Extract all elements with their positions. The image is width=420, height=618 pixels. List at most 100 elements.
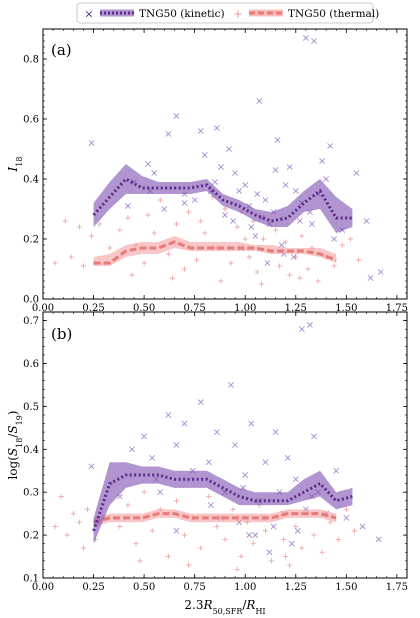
panel-a-thermal-point xyxy=(125,215,131,221)
panel-a-axes: 0.00 0.25 0.50 0.75 1.00 1.25 1.50 1.75 0.0 0.2 0.… xyxy=(23,28,408,314)
panel-b-thermal-point xyxy=(287,562,293,568)
panel-a-xtick-label: 0.50 xyxy=(133,303,155,314)
panel-a-thermal-point xyxy=(260,236,267,242)
panel-b-ylabel: log(S18/S19) xyxy=(6,410,24,479)
panel-b-thermal-point xyxy=(58,493,64,500)
panel-b-thermal-point xyxy=(319,549,325,555)
panel-b-kinetic-point xyxy=(165,412,172,418)
panel-a-thermal-point xyxy=(165,251,171,257)
panel-b-ytick-label: 0.7 xyxy=(23,316,39,327)
panel-a-thermal-point xyxy=(141,260,147,266)
panel-a-ytick-label: 0.0 xyxy=(23,295,39,306)
panel-b-thermal-point xyxy=(80,545,87,551)
panel-b-kinetic-point xyxy=(141,433,148,440)
panel-b-kinetic-point xyxy=(173,442,180,448)
panel-b-ytick-label: 0.1 xyxy=(23,574,39,585)
panel-b-kinetic-point xyxy=(375,536,382,543)
panel-b-kinetic-point xyxy=(298,326,305,333)
panel-b-kinetic-point xyxy=(288,540,295,547)
panel-b-kinetic-point xyxy=(149,454,156,461)
panel-b-thermal-point xyxy=(268,558,275,564)
panel-b-thermal-point xyxy=(70,511,76,517)
panel-a-ytick-label: 0.2 xyxy=(23,235,39,246)
panel-a-thermal-point xyxy=(347,236,353,242)
panel-a-kinetic-point xyxy=(222,212,228,218)
panel-a-kinetic-point xyxy=(309,221,315,227)
panel-a-kinetic-point xyxy=(331,236,338,242)
panel-a-thermal-point xyxy=(186,209,192,215)
panel-a-kinetic-point xyxy=(256,98,263,104)
panel-b-thermal-point xyxy=(299,545,305,551)
panel-a-thermal-point xyxy=(157,197,163,203)
panel-b-ytick-label: 0.6 xyxy=(23,359,39,370)
panel-b-kinetic-point xyxy=(205,459,212,466)
panel-b-xtick-label: 1.00 xyxy=(234,582,256,593)
panel-a-kinetic-point xyxy=(213,125,220,131)
panel-b-thermal-point xyxy=(281,536,287,542)
panel-a-thermal-point xyxy=(52,260,58,266)
panel-b-thermal-point xyxy=(117,523,123,530)
panel-b-thermal-point xyxy=(238,553,244,560)
panel-a-kinetic-point xyxy=(327,143,334,149)
panel-a-kinetic-point xyxy=(201,152,208,158)
panel-a-thermal-point xyxy=(151,230,157,236)
panel-a-thermal-point xyxy=(272,227,279,233)
panel-a-thermal-point xyxy=(129,272,135,278)
panel-b-kinetic-point xyxy=(343,515,350,521)
panel-a-kinetic-point xyxy=(311,38,317,44)
panel-b-thermal-point xyxy=(283,553,289,560)
panel-b-thermal-point xyxy=(222,536,228,542)
panel-a-thermal-point xyxy=(287,272,293,278)
legend-thermal-label: TNG50 (thermal) xyxy=(288,8,379,20)
panel-b-kinetic-band xyxy=(93,462,353,544)
panel-a-kinetic-point xyxy=(242,182,249,188)
panel-b-thermal-median-line xyxy=(93,512,337,524)
panel-a-kinetic-point xyxy=(323,176,330,182)
panel-b-thermal-point xyxy=(230,506,236,512)
panel-a-kinetic-band xyxy=(93,164,353,233)
legend: × TNG50 (kinetic) + TNG50 (thermal) xyxy=(76,2,379,24)
panel-a-kinetic-point xyxy=(236,188,243,194)
panel-a-kinetic-point xyxy=(211,179,218,185)
panel-b-ytick-label: 0.5 xyxy=(23,402,39,413)
panel-b-thermal-point xyxy=(52,523,58,530)
panel-b-kinetic-point xyxy=(181,420,188,427)
panel-a-kinetic-point xyxy=(272,167,279,173)
panel-a-kinetic-point xyxy=(173,113,180,119)
panel-a-thermal-point xyxy=(76,224,82,230)
panel-a-label: (a) xyxy=(51,41,72,59)
panel-b-xtick-label: 1.75 xyxy=(386,582,408,593)
panel-a-kinetic-point xyxy=(367,275,374,281)
panel-a-thermal-point xyxy=(258,281,264,287)
panel-a-kinetic-point xyxy=(145,161,152,167)
panel-b-kinetic-point xyxy=(284,454,291,461)
panel-a-thermal-point xyxy=(169,275,176,281)
panel-b-thermal-point xyxy=(262,528,269,534)
panel-b-thermal-point xyxy=(84,506,91,512)
panel-a-thermal-point xyxy=(218,278,224,284)
panel-b-kinetic-point xyxy=(266,549,273,556)
panel-b-kinetic-point xyxy=(252,532,259,539)
panel-a-kinetic-point xyxy=(296,218,303,224)
panel-a-thermal-point xyxy=(222,206,228,212)
panel-a-thermal-point xyxy=(97,221,103,227)
panel-a-kinetic-point xyxy=(290,254,297,260)
panel-b-thermal-point xyxy=(311,532,317,538)
panel-a-thermal-band xyxy=(93,236,337,266)
panel-a-kinetic-point xyxy=(88,140,95,146)
panel-b-thermal-point xyxy=(181,532,188,538)
panel-b-xtick-label: 0.25 xyxy=(82,582,104,593)
panel-a-kinetic-point xyxy=(292,188,299,194)
panel-a-thermal-point xyxy=(145,212,151,218)
panel-a-kinetic-point xyxy=(377,269,384,275)
panel-a-plot xyxy=(52,35,384,287)
panel-a-xtick-label: 1.75 xyxy=(386,303,408,314)
panel-b-thermal-point xyxy=(141,489,147,495)
panel-b-ytick-label: 0.3 xyxy=(23,488,39,499)
panel-a-thermal-point xyxy=(299,233,305,239)
panel-a-kinetic-point xyxy=(302,35,309,41)
panel-a-kinetic-point xyxy=(353,170,360,176)
panel-a-kinetic-point xyxy=(254,191,261,197)
panel-a-ylabel: I18 xyxy=(6,157,24,173)
